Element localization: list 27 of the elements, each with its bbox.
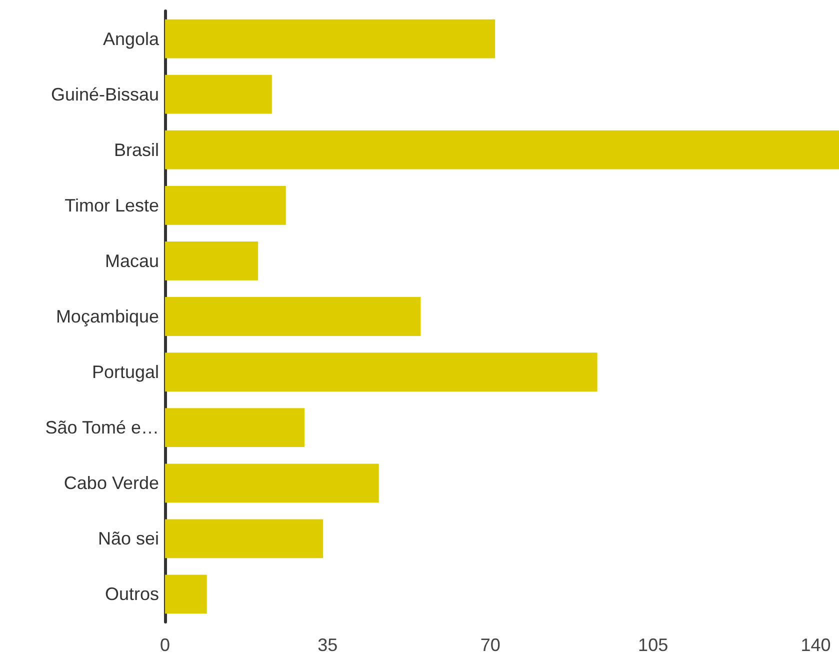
x-tick-label: 105 bbox=[638, 635, 668, 655]
y-tick-label: São Tomé e… bbox=[45, 418, 159, 438]
x-tick-label: 70 bbox=[480, 635, 500, 655]
bar bbox=[165, 408, 304, 448]
y-tick-label: Cabo Verde bbox=[64, 473, 159, 494]
y-tick-label: Angola bbox=[102, 28, 160, 49]
x-tick-label: 0 bbox=[160, 635, 170, 655]
y-tick-label: Timor Leste bbox=[64, 195, 159, 216]
bar bbox=[165, 352, 598, 392]
bar bbox=[165, 186, 286, 225]
bar bbox=[165, 19, 496, 58]
y-tick-label: Portugal bbox=[92, 362, 159, 382]
bar bbox=[165, 519, 324, 558]
bar bbox=[165, 74, 272, 114]
x-tick-label: 140 bbox=[800, 635, 831, 655]
bar bbox=[165, 464, 379, 503]
y-tick-label: Brasil bbox=[114, 140, 159, 160]
y-tick-label: Moçambique bbox=[56, 306, 159, 326]
y-tick-label: Não sei bbox=[98, 528, 159, 549]
bar bbox=[165, 574, 207, 614]
y-tick-label: Outros bbox=[104, 584, 159, 604]
bar bbox=[165, 297, 421, 336]
y-tick-label: Macau bbox=[104, 250, 159, 271]
y-tick-label: Guiné-Bissau bbox=[50, 84, 159, 104]
x-tick-label: 35 bbox=[318, 635, 338, 655]
bar bbox=[165, 130, 839, 170]
bar bbox=[165, 242, 258, 280]
